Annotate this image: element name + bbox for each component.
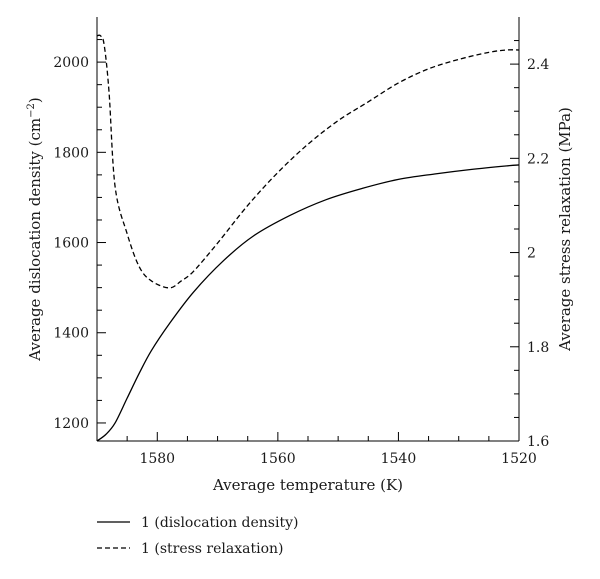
x-tick-label: 1540 xyxy=(381,451,417,467)
series-layer xyxy=(96,34,520,442)
left-y-tick-label: 1800 xyxy=(53,145,89,161)
left-y-axis-label-exponent: −2 xyxy=(26,103,37,118)
left-y-tick-label: 2000 xyxy=(53,55,89,71)
left-y-axis-label-close: ) xyxy=(26,97,44,103)
right-y-axis-ticks: 1.6 1.8 2 2.2 2.4 xyxy=(510,40,549,450)
right-y-tick-label: 2.2 xyxy=(527,151,549,167)
right-y-tick-label: 1.8 xyxy=(527,340,549,356)
legend-item-stress-relaxation: 1 (stress relaxation) xyxy=(97,541,283,557)
left-y-axis-ticks: 1200 1400 1600 1800 2000 xyxy=(53,39,106,432)
left-y-tick-label: 1600 xyxy=(53,236,89,252)
legend-label-dislocation-density: 1 (dislocation density) xyxy=(141,515,298,531)
x-tick-label: 1520 xyxy=(501,451,537,467)
series-line-stress-relaxation xyxy=(96,34,520,289)
legend-label-stress-relaxation: 1 (stress relaxation) xyxy=(141,541,283,557)
legend: 1 (dislocation density) 1 (stress relaxa… xyxy=(97,515,298,557)
x-axis-label: Average temperature (K) xyxy=(212,476,403,494)
legend-item-dislocation-density: 1 (dislocation density) xyxy=(97,515,298,531)
right-y-tick-label: 2 xyxy=(527,246,536,262)
left-y-axis-label: Average dislocation density (cm−2) xyxy=(26,97,44,361)
x-tick-label: 1560 xyxy=(260,451,296,467)
left-y-tick-label: 1200 xyxy=(53,416,89,432)
x-axis-ticks: 1580 1560 1540 1520 xyxy=(126,432,537,467)
right-y-axis-label: Average stress relaxation (MPa) xyxy=(556,107,574,352)
right-y-tick-label: 1.6 xyxy=(527,434,549,450)
x-tick-label: 1580 xyxy=(139,451,175,467)
left-y-tick-label: 1400 xyxy=(53,326,89,342)
left-y-axis-label-text: Average dislocation density (cm xyxy=(26,118,44,362)
plot-frame xyxy=(96,17,520,442)
right-y-tick-label: 2.4 xyxy=(527,57,549,73)
series-line-dislocation-density xyxy=(96,164,520,442)
